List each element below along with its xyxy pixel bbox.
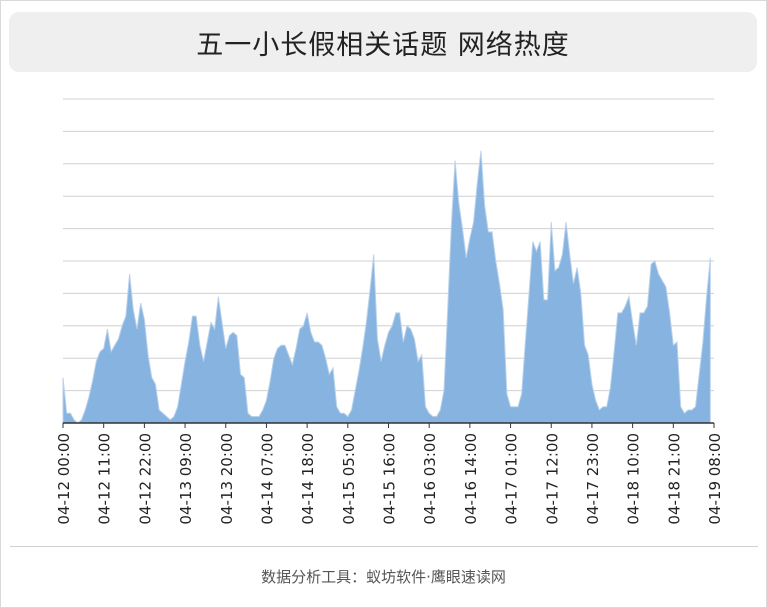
- x-tick-label: 04-14 07:00: [258, 433, 276, 525]
- x-tick-label: 04-15 16:00: [381, 433, 399, 525]
- x-tick-label: 04-18 21:00: [665, 433, 683, 525]
- chart-title-bar: 五一小长假相关话题 网络热度: [9, 12, 757, 72]
- x-tick-label: 04-16 14:00: [462, 433, 480, 525]
- x-tick-label: 04-12 22:00: [136, 433, 154, 525]
- x-tick-label: 04-17 01:00: [503, 433, 521, 525]
- x-tick-label: 04-18 10:00: [625, 433, 643, 525]
- x-tick-label: 04-19 08:00: [706, 433, 724, 525]
- x-tick-label: 04-12 00:00: [55, 433, 73, 525]
- x-tick-label: 04-13 20:00: [218, 433, 236, 525]
- x-tick-label: 04-12 11:00: [96, 433, 114, 525]
- area-series: [62, 150, 711, 424]
- x-tick-label: 04-15 05:00: [340, 433, 358, 525]
- x-tick-label: 04-13 09:00: [177, 433, 195, 525]
- source-note: 数据分析工具：蚁坊软件·鹰眼速读网: [261, 568, 506, 586]
- x-tick-label: 04-17 12:00: [543, 433, 561, 525]
- x-tick-label: 04-14 18:00: [299, 433, 317, 525]
- x-tick-label: 04-16 03:00: [421, 433, 439, 525]
- x-tick-label: 04-17 23:00: [584, 433, 602, 525]
- chart-title: 五一小长假相关话题 网络热度: [196, 29, 570, 61]
- footer-divider: [10, 546, 758, 547]
